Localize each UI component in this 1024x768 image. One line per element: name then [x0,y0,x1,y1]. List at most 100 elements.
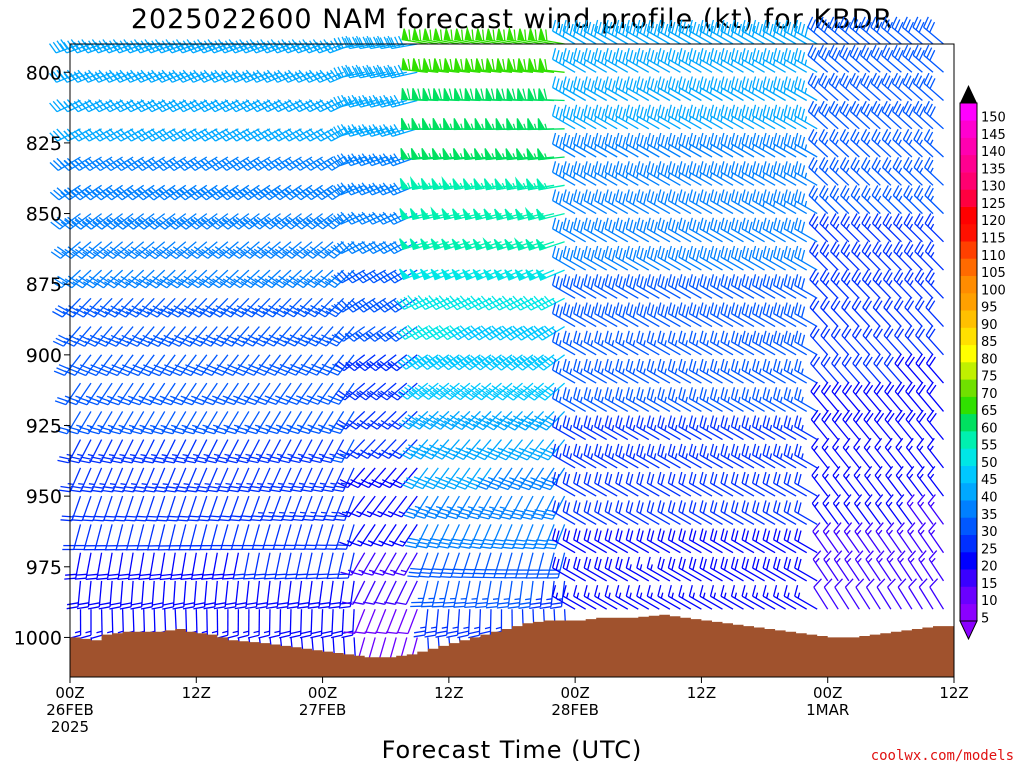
wind-barb-1455 [772,104,797,130]
wind-barb-701 [386,326,418,342]
colorbar-swatch [960,189,977,207]
wind-barb-103 [106,552,124,581]
wind-barb-434 [261,241,292,259]
wind-barb-167 [140,580,155,610]
wind-barb-981 [524,382,555,401]
wind-barb-1220 [646,585,671,610]
wind-barb-484 [287,411,313,435]
wind-barb-812 [439,354,471,371]
wind-barb-1217 [646,500,671,525]
wind-barb-1682 [887,578,902,610]
wind-barb-443 [270,495,292,522]
wind-barb-1082 [583,245,608,271]
wind-barb-1349 [720,76,744,102]
wind-barb-1114 [594,556,618,582]
wind-barb-1161 [625,104,650,130]
wind-barb-711 [396,608,418,635]
wind-barb-1702 [897,550,913,582]
wind-barb-343 [217,156,250,171]
wind-barb-1135 [604,556,629,582]
wind-barb-833 [449,354,481,371]
wind-barb-469 [289,609,303,639]
wind-barb-376 [237,467,260,493]
wind-barb-474 [280,128,313,142]
wind-barb-970 [527,58,555,73]
wind-barb-874 [470,325,502,341]
wind-barb-413 [251,269,281,289]
wind-barb-1145 [615,245,639,271]
wind-barb-486 [289,467,313,493]
wind-barb-326 [209,297,239,318]
wind-barb-1118 [604,76,629,102]
wind-barb-1477 [783,132,808,158]
colorbar-label: 65 [981,404,998,419]
wind-barb-1126 [604,302,629,328]
wind-barb-1062 [573,274,597,299]
wind-barb-1385 [730,500,755,525]
wind-barb-271 [190,552,208,580]
wind-barb-100 [101,467,124,493]
wind-barb-1083 [583,274,608,299]
wind-barb-1260 [667,528,692,554]
wind-barb-1446 [762,443,786,469]
wind-barb-1680 [885,522,902,554]
wind-barb-1535 [813,578,829,610]
wind-barb-1158 [625,19,650,45]
wind-barb-247 [174,467,197,493]
wind-barb-1239 [657,528,681,554]
wind-barb-388 [239,184,271,201]
wind-barb-1440 [762,274,786,299]
wind-barb-1502 [794,245,818,271]
wind-barb-1668 [882,185,902,215]
wind-barb-1394 [741,161,765,186]
wind-barb-1269 [678,189,702,215]
wind-barb-1420 [751,302,776,328]
wind-barb-817 [445,495,471,520]
wind-barb-1362 [720,443,744,469]
wind-barb-261 [177,269,208,289]
wind-barb-1172 [625,415,650,441]
wind-barb-1646 [871,157,892,186]
wind-barb-424 [266,580,282,610]
wind-barb-225 [162,439,187,464]
wind-barb-485 [288,439,313,464]
wind-barb-986 [533,524,555,550]
wind-barb-244 [170,382,197,406]
wind-barb-875 [471,354,502,371]
wind-barb-533 [315,552,334,580]
wind-barb-266 [182,411,208,435]
wind-barb-1417 [751,217,776,243]
wind-barb-757 [422,28,450,45]
wind-barb-1156 [615,556,639,582]
wind-barb-1100 [594,161,618,186]
colorbar-swatch [960,448,977,466]
wind-barb-1465 [772,387,797,412]
wind-barb-1481 [783,245,808,271]
wind-barb-250 [180,552,197,580]
wind-barb-820 [453,580,471,608]
colorbar-swatch [960,310,977,328]
y-tick-label: 1000 [14,627,62,649]
wind-barb-1316 [699,330,723,356]
wind-barb-134 [114,241,145,260]
wind-barb-109 [101,128,134,142]
wind-barb-288 [194,439,218,464]
wind-barb-1365 [720,528,744,554]
wind-barb-217 [155,213,187,230]
wind-barb-1437 [762,189,786,215]
colorbar-swatch [960,137,977,156]
wind-barb-457 [272,269,302,289]
wind-barb-1073 [573,585,597,610]
wind-barb-1386 [730,528,755,554]
wind-barb-467 [284,552,303,580]
wind-barb-1601 [849,72,871,101]
wind-barb-209 [162,580,176,610]
wind-barb-1243 [667,48,692,73]
wind-barb-420 [258,467,282,493]
wind-barb-555 [326,552,345,580]
wind-barb-1625 [860,157,881,186]
wind-barb-1157 [615,585,639,610]
wind-barb-1237 [657,471,681,497]
wind-barb-1357 [720,302,744,328]
colorbar-label: 30 [981,525,998,540]
